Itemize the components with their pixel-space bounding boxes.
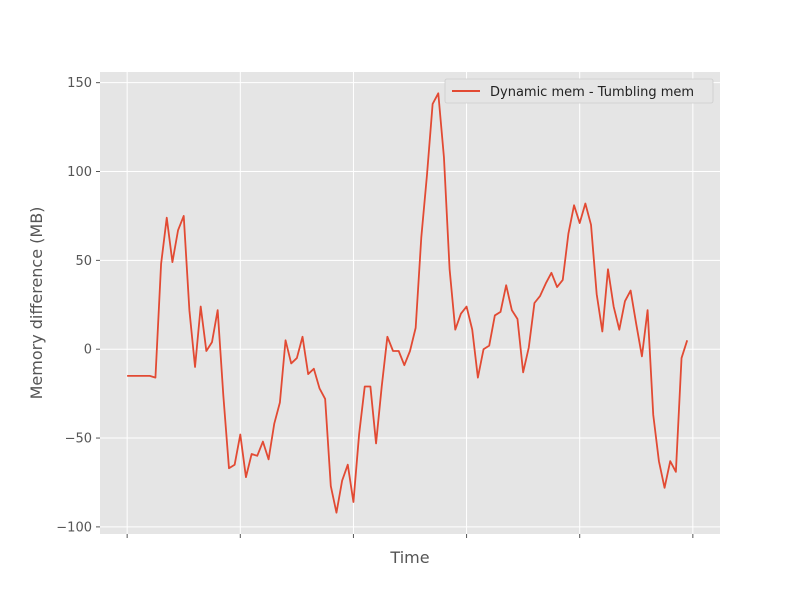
- legend-box: [444, 78, 714, 104]
- y-tick-label: −100: [56, 520, 92, 535]
- plot-area: [100, 72, 720, 534]
- legend-label: Dynamic mem - Tumbling mem: [490, 85, 694, 100]
- y-tick-label: 50: [75, 254, 92, 269]
- y-axis-label: Memory difference (MB): [27, 207, 46, 400]
- y-tick-label: −50: [65, 432, 92, 447]
- y-tick-label: 0: [84, 343, 92, 358]
- y-tick-label: 150: [67, 76, 92, 91]
- y-tick-label: 100: [67, 165, 92, 180]
- x-axis-label: Time: [389, 548, 429, 567]
- legend: Dynamic mem - Tumbling mem: [444, 78, 714, 104]
- series-line: [127, 92, 689, 514]
- axis-ticks: −100 −50 0 50 100 150: [56, 76, 694, 538]
- series-layer: [127, 92, 689, 514]
